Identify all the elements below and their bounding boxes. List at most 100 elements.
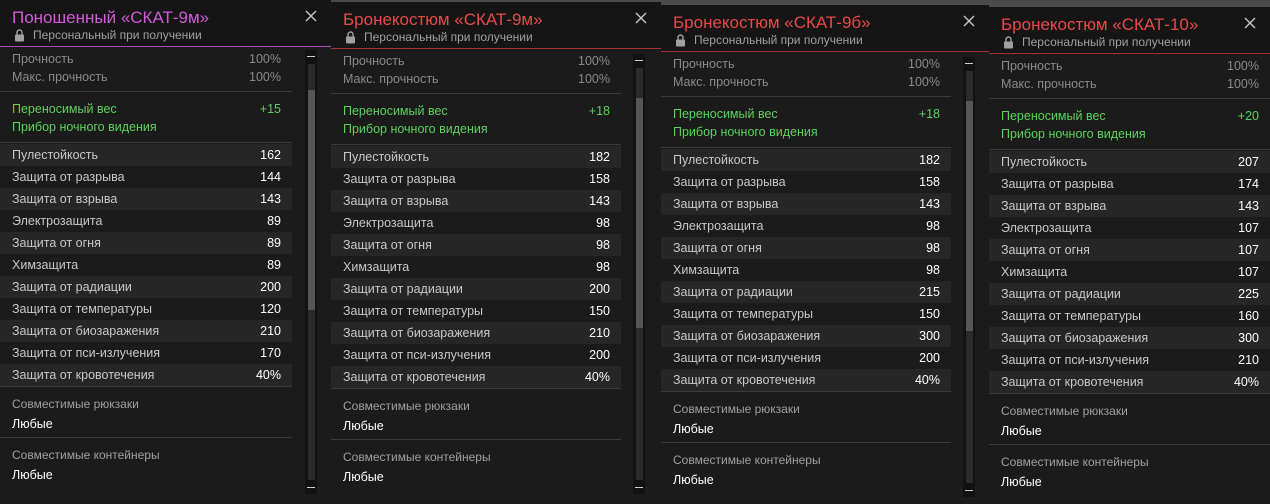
stat-row: Химзащита 89 [0,254,292,276]
bonus-label: Переносимый вес [1001,109,1106,123]
scrollbar[interactable] [633,54,645,494]
stat-label: Защита от взрыва [12,192,118,206]
stat-value: 170 [260,346,281,360]
compat-value: Любые [343,470,384,484]
stat-row: Защита от разрыва 174 [989,173,1270,195]
stat-value: 158 [919,175,940,189]
close-icon[interactable] [1240,13,1260,33]
stat-label: Химзащита [673,263,740,277]
stat-label: Прочность [1001,59,1063,73]
bonus-value: +18 [588,104,610,118]
divider [0,386,292,387]
stat-row: Химзащита 98 [661,259,951,281]
close-icon[interactable] [959,11,979,31]
bonus-section: Переносимый вес +18 Прибор ночного видения [661,97,951,147]
durability-section: Прочность 100% Макс. прочность 100% [989,54,1270,98]
bonus-label: Переносимый вес [12,102,117,116]
durability-row: Прочность 100% [331,52,621,70]
item-title: Поношенный «СКАТ-9м» [12,8,210,27]
bonus-row: Переносимый вес +20 [989,107,1270,125]
stat-label: Защита от пси-излучения [673,351,822,365]
stat-value: 98 [596,238,610,252]
durability-row: Макс. прочность 100% [989,75,1270,93]
stat-label: Защита от кровотечения [673,373,816,387]
tooltip-header: Бронекостюм «СКАТ-9м» Персональный при по… [331,2,661,48]
divider [0,142,292,143]
lock-icon [14,28,25,42]
stat-value: 100% [578,54,610,68]
item-tooltip-panel: Бронекостюм «СКАТ-9м» Персональный при по… [331,2,661,504]
stat-value: 143 [919,197,940,211]
binding-status-label: Персональный при получении [694,33,863,47]
stat-value: 150 [589,304,610,318]
stat-row: Защита от пси-излучения 200 [331,344,621,366]
stat-row: Защита от взрыва 143 [661,193,951,215]
durability-row: Прочность 100% [989,57,1270,75]
stat-label: Электрозащита [1001,221,1092,235]
stat-row: Защита от радиации 200 [331,278,621,300]
stat-label: Защита от пси-излучения [343,348,492,362]
stat-value: 182 [919,153,940,167]
stat-row: Химзащита 98 [331,256,621,278]
stat-value: 98 [926,263,940,277]
divider [989,393,1270,394]
compatibility-section: Совместимые рюкзаки Любые [0,387,292,437]
stat-row: Защита от биозаражения 210 [0,320,292,342]
scroll-thumb[interactable] [636,98,643,328]
stat-label: Защита от биозаражения [1001,331,1149,345]
stat-label: Химзащита [343,260,410,274]
stat-label: Защита от разрыва [1001,177,1114,191]
binding-status: Персональный при получении [1003,35,1191,49]
compatibility-section: Совместимые контейнеры Любые [0,438,292,488]
compat-label: Совместимые контейнеры [1001,455,1149,469]
scrollbar[interactable] [963,57,975,497]
stat-row: Электрозащита 98 [661,215,951,237]
stat-value: 100% [578,72,610,86]
divider [0,91,292,92]
compat-label: Совместимые контейнеры [12,448,160,462]
compatibility-section: Совместимые рюкзаки Любые [331,389,621,439]
stat-row: Защита от огня 98 [661,237,951,259]
stat-value: 143 [1238,199,1259,213]
durability-row: Прочность 100% [0,50,292,68]
divider [661,391,951,392]
item-tooltip-panel: Бронекостюм «СКАТ-10» Персональный при по… [989,7,1270,504]
close-icon[interactable] [301,6,321,26]
bonus-label: Прибор ночного видения [12,120,157,134]
stat-row: Защита от кровотечения 40% [0,364,292,386]
stat-value: 89 [267,258,281,272]
stat-value: 300 [919,329,940,343]
protection-stats: Пулестойкость 207 Защита от разрыва 174 Защи… [989,150,1270,393]
bonus-label: Прибор ночного видения [673,125,818,139]
stat-value: 200 [589,348,610,362]
tooltip-body: Прочность 100% Макс. прочность 100% Переноси… [989,54,1270,504]
binding-status: Персональный при получении [14,28,202,42]
stat-value: 207 [1238,155,1259,169]
stat-row: Защита от кровотечения 40% [331,366,621,388]
stat-value: 143 [260,192,281,206]
tooltip-header: Бронекостюм «СКАТ-9б» Персональный при по… [661,5,989,51]
stat-label: Защита от разрыва [673,175,786,189]
stat-value: 120 [260,302,281,316]
stat-label: Защита от радиации [343,282,463,296]
durability-row: Макс. прочность 100% [661,73,951,91]
scroll-thumb[interactable] [308,90,315,310]
tooltip-body: Прочность 100% Макс. прочность 100% Переноси… [0,47,292,504]
bonus-value: +20 [1237,109,1259,123]
divider [661,442,951,443]
scroll-thumb[interactable] [966,101,973,331]
bonus-row: Переносимый вес +18 [331,102,621,120]
scrollbar[interactable] [305,50,317,494]
item-title: Бронекостюм «СКАТ-9б» [673,13,871,32]
stat-value: 174 [1238,177,1259,191]
tooltip-header: Бронекостюм «СКАТ-10» Персональный при по… [989,7,1270,53]
stat-row: Пулестойкость 182 [331,146,621,168]
compat-label: Совместимые рюкзаки [343,399,470,413]
compat-label: Совместимые контейнеры [673,453,821,467]
stat-label: Макс. прочность [343,72,439,86]
lock-icon [1003,35,1014,49]
durability-row: Макс. прочность 100% [331,70,621,88]
close-icon[interactable] [631,8,651,28]
item-tooltip-panel: Поношенный «СКАТ-9м» Персональный при пол… [0,0,331,504]
divider [331,144,621,145]
